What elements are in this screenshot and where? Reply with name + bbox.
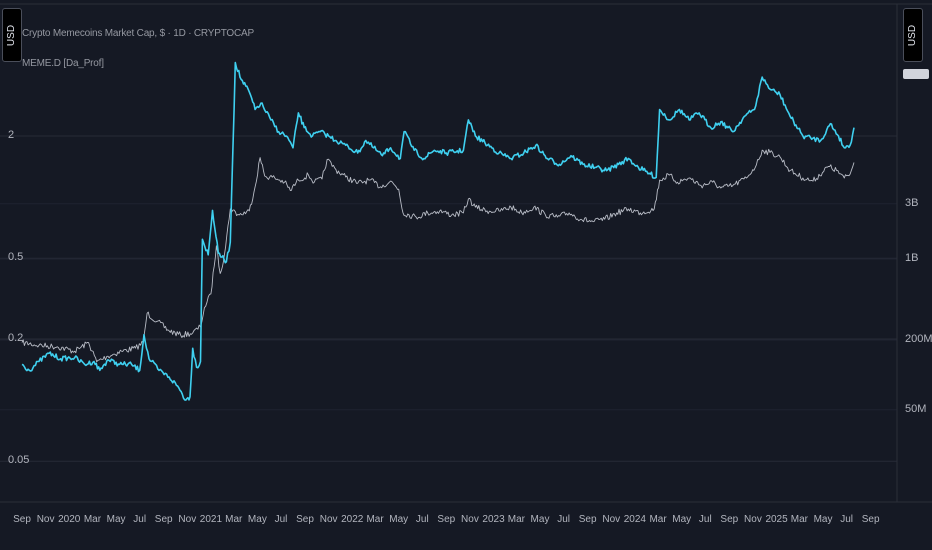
time-axis-tick-label: May [672,514,692,525]
time-axis-tick-label: Nov [178,514,197,525]
series-line-marketcap [21,148,855,363]
time-axis-tick-label: Sep [720,514,739,525]
series-layer [21,61,855,401]
last-price-badge [903,69,929,79]
time-axis-tick-label: Mar [507,514,526,525]
time-axis-tick-label: Jul [274,514,288,525]
time-axis-tick-label: Mar [649,514,667,525]
time-axis-tick-label: May [106,514,126,525]
time-axis-tick-label: May [813,514,833,525]
left-axis-tick-label: 0.5 [8,251,24,264]
time-axis-tick-label: Nov [36,514,55,525]
time-axis-tick-label: Nov [602,514,621,525]
time-axis-tick-label: Nov [744,514,762,525]
time-axis-tick-label: Sep [296,514,314,525]
right-scale-currency-label: USD [907,24,919,46]
right-axis-tick-label: 50M [905,402,927,415]
time-axis-tick-label: Jul [133,514,147,525]
time-axis-tick-label: 2021 [199,514,223,525]
time-axis-tick-label: Jul [557,514,571,525]
grid-lines [0,135,897,462]
time-axis-tick-label: Sep [861,514,880,525]
time-axis-tick-label: 2024 [623,514,646,525]
right-axis-tick-label: 3B [905,196,919,209]
time-axis-tick-label: 2020 [58,514,81,525]
time-axis-tick-label: Mar [225,514,243,525]
legend-indicator-title[interactable]: MEME.D [Da_Prof] [22,58,104,69]
left-axis-tick-label: 0.2 [8,332,24,344]
time-axis-tick-label: May [530,514,550,525]
time-axis-tick-label: 2025 [765,514,788,525]
left-scale-currency-button[interactable]: USD [2,8,22,62]
right-scale-currency-button[interactable]: USD [903,8,923,62]
time-axis-tick-label: Mar [790,514,809,525]
left-axis-tick-label: 2 [8,129,15,141]
right-axis-tick-label: 200M [905,333,932,345]
series-line-dominance [21,61,855,401]
time-axis-tick-label: Jul [840,514,854,525]
left-scale-currency-label: USD [6,24,18,46]
time-axis-tick-label: May [389,514,409,525]
time-axis-tick-label: May [247,514,267,525]
time-axis-tick-label: 2023 [482,514,505,525]
time-axis-tick-label: Sep [154,514,173,525]
time-axis-tick-label: 2022 [341,514,364,525]
right-axis-tick-label: 1B [905,252,919,264]
time-axis-tick-label: Sep [578,514,597,525]
time-axis-tick-label: Sep [437,514,456,525]
time-axis-tick-label: Nov [319,514,338,525]
time-axis-tick-label: Mar [83,514,102,525]
time-axis-tick-label: Sep [13,514,31,525]
left-axis-tick-label: 0.05 [8,454,30,467]
time-axis-tick-label: Jul [415,514,429,525]
time-axis-tick-label: Jul [698,514,712,525]
legend-symbol-title[interactable]: Crypto Memecoins Market Cap, $ · 1D · CR… [22,28,254,39]
time-axis-tick-label: Nov [461,514,479,525]
time-axis-tick-label: Mar [366,514,384,525]
